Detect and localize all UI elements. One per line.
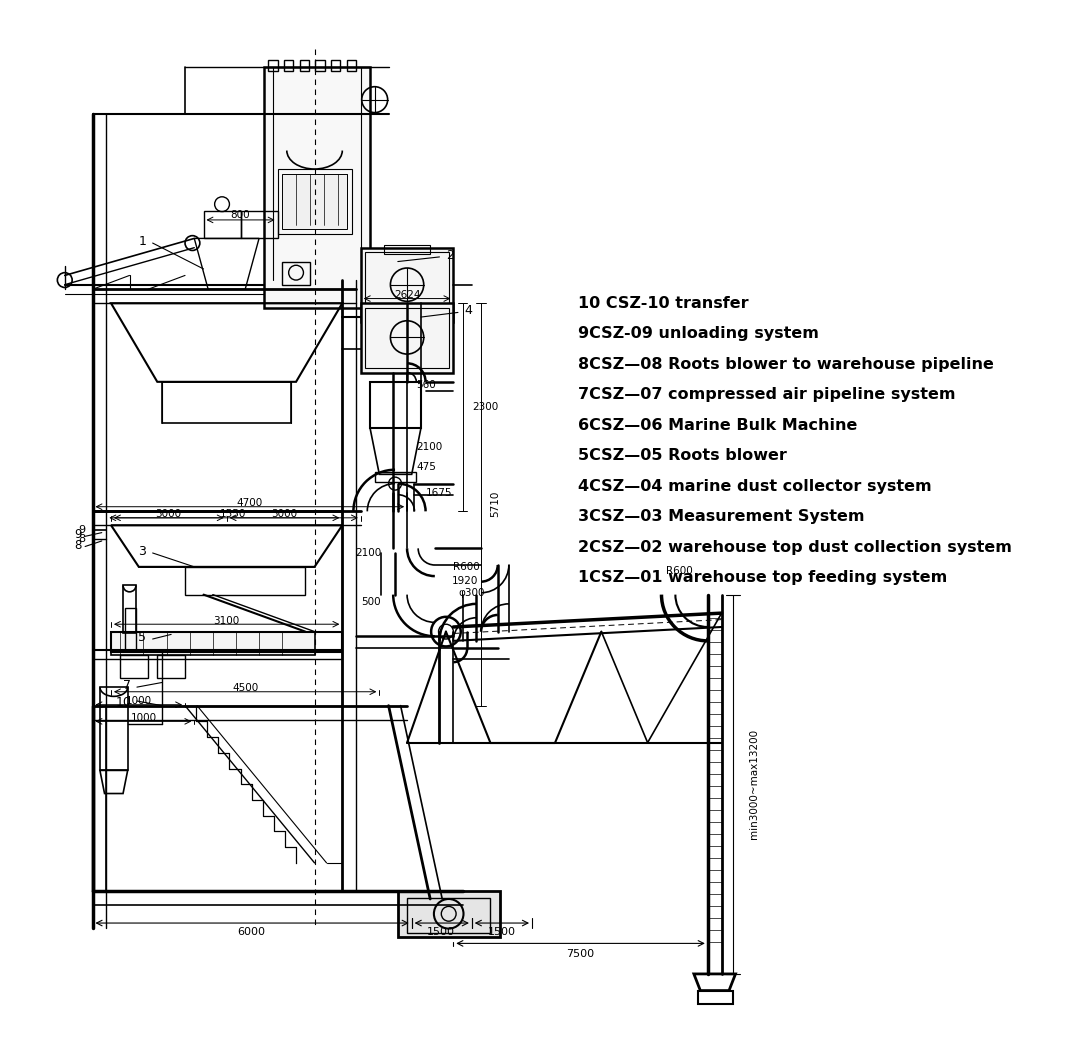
Bar <box>300 60 309 71</box>
Text: 6000: 6000 <box>238 927 266 938</box>
Text: 9: 9 <box>73 528 81 541</box>
Text: 4CSZ—04 marine dust collector system: 4CSZ—04 marine dust collector system <box>578 478 932 494</box>
Bar <box>158 655 185 678</box>
Text: 9: 9 <box>78 525 85 534</box>
Text: 6CSZ—06 Marine Bulk Machine: 6CSZ—06 Marine Bulk Machine <box>578 418 858 433</box>
Bar <box>282 262 310 285</box>
Text: 5: 5 <box>138 630 146 644</box>
Text: 10 CSZ-10 transfer: 10 CSZ-10 transfer <box>578 296 748 310</box>
Bar <box>100 687 127 771</box>
Text: 1CSZ—01 warehouse top feeding system: 1CSZ—01 warehouse top feeding system <box>578 570 947 585</box>
Text: 3CSZ—03 Measurement System: 3CSZ—03 Measurement System <box>578 509 865 525</box>
Text: 3000: 3000 <box>271 509 297 520</box>
Text: 5CSZ—05 Roots blower: 5CSZ—05 Roots blower <box>578 449 787 464</box>
Text: 2300: 2300 <box>472 401 498 412</box>
Text: 500: 500 <box>362 597 381 607</box>
Bar <box>278 169 352 233</box>
Bar <box>315 60 325 71</box>
Bar <box>698 991 732 1004</box>
Bar <box>203 210 241 239</box>
Text: 800: 800 <box>231 210 251 221</box>
Text: 3100: 3100 <box>214 616 240 625</box>
Bar <box>370 382 421 428</box>
Text: 2: 2 <box>446 248 454 262</box>
Bar <box>111 631 314 655</box>
Bar <box>365 307 448 367</box>
Bar <box>111 631 342 652</box>
Text: R600: R600 <box>454 562 481 572</box>
Text: 2100: 2100 <box>416 441 443 452</box>
Bar <box>268 60 278 71</box>
Text: 7500: 7500 <box>566 948 594 959</box>
Text: 2100: 2100 <box>355 548 381 558</box>
Bar <box>93 511 342 705</box>
Bar <box>361 303 454 373</box>
Text: 1000: 1000 <box>125 696 152 706</box>
Bar <box>375 472 416 482</box>
Text: 3000: 3000 <box>156 509 181 520</box>
Text: 1500: 1500 <box>428 927 456 938</box>
Text: 1550: 1550 <box>220 509 246 520</box>
Text: 5710: 5710 <box>490 491 500 517</box>
Text: 475: 475 <box>416 461 436 472</box>
Bar <box>347 60 356 71</box>
Bar <box>185 567 306 595</box>
Bar <box>125 608 136 650</box>
Bar <box>361 248 454 322</box>
Text: R600: R600 <box>666 566 693 577</box>
Text: 8CSZ—08 Roots blower to warehouse pipeline: 8CSZ—08 Roots blower to warehouse pipeli… <box>578 357 994 372</box>
Bar <box>241 210 278 239</box>
Text: 8: 8 <box>75 539 81 552</box>
Text: 1000: 1000 <box>131 713 157 722</box>
Text: 1: 1 <box>138 234 146 248</box>
Text: 1920: 1920 <box>451 576 477 586</box>
Bar <box>282 173 347 229</box>
Text: 1500: 1500 <box>487 927 515 938</box>
Text: 7: 7 <box>123 679 132 692</box>
Text: φ300: φ300 <box>458 588 485 598</box>
Text: 2624: 2624 <box>394 289 420 300</box>
Text: 560: 560 <box>416 379 436 390</box>
Text: 1675: 1675 <box>426 488 453 497</box>
Bar <box>162 382 292 423</box>
Bar <box>384 245 430 254</box>
Text: 4700: 4700 <box>237 498 262 508</box>
Bar <box>123 585 136 634</box>
Bar <box>120 655 148 678</box>
Text: min3000~max13200: min3000~max13200 <box>750 730 759 840</box>
Bar <box>365 252 448 317</box>
Text: 4500: 4500 <box>232 683 258 693</box>
Text: 10: 10 <box>116 696 132 710</box>
Bar <box>332 60 340 71</box>
Bar <box>407 898 490 934</box>
Bar <box>284 60 294 71</box>
Text: 3: 3 <box>138 545 146 558</box>
Bar <box>264 68 370 307</box>
Text: 8: 8 <box>78 534 85 544</box>
Text: 2CSZ—02 warehouse top dust collection system: 2CSZ—02 warehouse top dust collection sy… <box>578 540 1012 555</box>
Text: 4: 4 <box>464 304 472 317</box>
Text: 9CSZ-09 unloading system: 9CSZ-09 unloading system <box>578 326 819 341</box>
Text: 7CSZ—07 compressed air pipeline system: 7CSZ—07 compressed air pipeline system <box>578 388 956 402</box>
Bar <box>397 890 500 937</box>
